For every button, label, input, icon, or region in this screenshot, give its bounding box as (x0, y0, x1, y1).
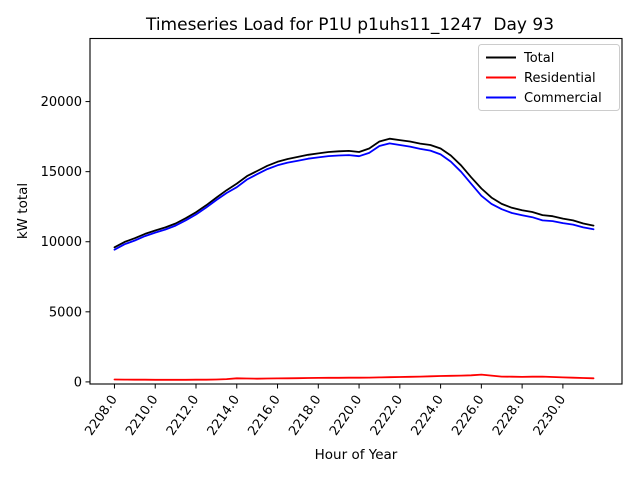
x-axis-label: Hour of Year (315, 447, 398, 463)
legend-label: Commercial (524, 91, 602, 106)
y-tick-label: 20000 (41, 95, 82, 110)
legend: Total Residential Commercial (478, 44, 620, 111)
chart-title: Timeseries Load for P1U p1uhs11_1247 Day… (145, 15, 554, 35)
legend-label: Total (523, 51, 554, 66)
series-line-total (113, 137, 595, 249)
data-series (113, 137, 595, 381)
plot-area (89, 37, 623, 385)
y-tick-label: 10000 (41, 235, 82, 250)
legend-label: Residential (524, 71, 596, 86)
series-line-residential (113, 373, 595, 381)
y-tick-label: 15000 (41, 165, 82, 180)
legend-box (478, 44, 620, 111)
series-line-commercial (113, 142, 595, 251)
y-axis-ticks: 0 5000 10000 15000 20000 (41, 95, 90, 390)
y-axis-label: kW total (15, 183, 31, 239)
y-tick-label: 0 (74, 375, 82, 390)
y-tick-label: 5000 (49, 305, 82, 320)
